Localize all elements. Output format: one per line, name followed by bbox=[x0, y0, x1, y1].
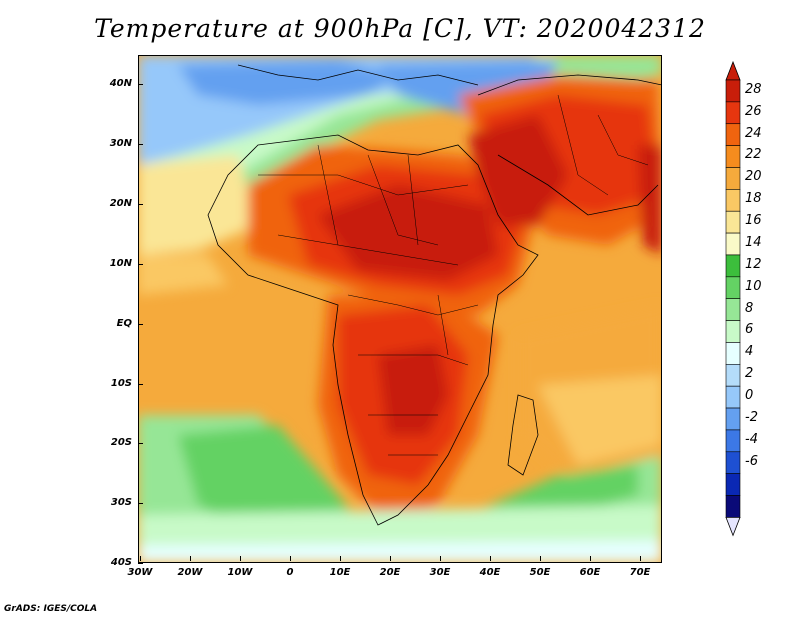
credit-text: GrADS: IGES/COLA bbox=[4, 604, 98, 614]
colorbar-segment bbox=[725, 364, 741, 387]
colorbar-segment bbox=[725, 232, 741, 256]
lat-label: 40N bbox=[109, 78, 132, 89]
lon-label: 20E bbox=[379, 567, 401, 578]
lat-label: EQ bbox=[116, 317, 132, 329]
colorbar-segment bbox=[725, 473, 741, 496]
colorbar-label: 24 bbox=[745, 125, 762, 141]
colorbar-label: 0 bbox=[745, 388, 754, 404]
lon-tick bbox=[490, 556, 491, 561]
lon-label: 70E bbox=[629, 567, 651, 578]
coastlines bbox=[207, 64, 662, 526]
colorbar-segment bbox=[725, 342, 741, 365]
colorbar-segment bbox=[725, 451, 741, 474]
colorbar-segment bbox=[725, 189, 741, 212]
lon-label: 10W bbox=[227, 567, 253, 578]
lon-label: 60E bbox=[579, 567, 601, 578]
lon-label: 20W bbox=[177, 567, 203, 578]
colorbar-label: 16 bbox=[745, 213, 762, 229]
lat-tick bbox=[138, 503, 143, 505]
colorbar-segment bbox=[725, 407, 741, 431]
lat-tick bbox=[138, 383, 143, 385]
lat-tick bbox=[138, 203, 143, 205]
colorbar-graphic bbox=[725, 60, 741, 537]
colorbar-segment bbox=[725, 79, 741, 103]
lon-tick bbox=[640, 556, 641, 561]
lon-tick bbox=[290, 556, 291, 561]
colorbar-segment bbox=[725, 210, 741, 234]
lon-label: 10E bbox=[329, 567, 351, 578]
colorbar-segment bbox=[725, 167, 741, 190]
colorbar-label: 6 bbox=[745, 322, 754, 338]
colorbar-label: 2 bbox=[745, 366, 754, 382]
lon-tick bbox=[240, 556, 241, 561]
colorbar-label: -2 bbox=[745, 409, 758, 425]
lat-label: 20N bbox=[109, 197, 132, 209]
lat-label: 30S bbox=[110, 497, 132, 509]
colorbar-label: 8 bbox=[745, 300, 754, 316]
colorbar-label: 26 bbox=[745, 103, 762, 119]
colorbar-segment bbox=[725, 429, 741, 453]
colorbar-segment bbox=[725, 495, 741, 518]
lon-label: 30E bbox=[429, 567, 451, 578]
colorbar-segment bbox=[725, 320, 741, 343]
lat-tick bbox=[138, 443, 143, 445]
colorbar-segment bbox=[725, 276, 741, 300]
lon-label: 40E bbox=[479, 567, 501, 578]
lat-label: 10N bbox=[109, 257, 132, 269]
map-frame bbox=[138, 55, 662, 563]
lon-tick bbox=[540, 556, 541, 561]
lat-tick bbox=[138, 263, 143, 265]
lat-tick bbox=[138, 84, 143, 85]
colorbar-segment bbox=[725, 101, 741, 125]
lon-label: 0 bbox=[286, 567, 294, 578]
colorbar-label: -6 bbox=[745, 453, 758, 469]
lon-label: 50E bbox=[529, 567, 551, 578]
lat-label: 30N bbox=[109, 137, 132, 149]
colorbar-label: 12 bbox=[745, 256, 762, 272]
lat-tick bbox=[138, 563, 143, 565]
colorbar-segment bbox=[725, 298, 741, 321]
lon-tick bbox=[590, 556, 591, 561]
colorbar-segment bbox=[725, 123, 741, 146]
lat-label: 10S bbox=[110, 377, 132, 389]
chart-title: Temperature at 900hPa [C], VT: 202004231… bbox=[94, 14, 706, 43]
lon-tick bbox=[440, 556, 441, 561]
colorbar-top-cap bbox=[725, 60, 741, 81]
colorbar-label: 4 bbox=[745, 344, 754, 360]
lat-label: 40S bbox=[110, 557, 132, 569]
colorbar-label: -4 bbox=[745, 431, 758, 447]
lon-tick bbox=[140, 556, 141, 561]
lon-tick bbox=[340, 556, 341, 561]
country-borders bbox=[258, 94, 649, 456]
colorbar-label: 28 bbox=[745, 81, 762, 97]
colorbar-label: 18 bbox=[745, 191, 762, 207]
lon-tick bbox=[190, 556, 191, 561]
colorbar-label: 14 bbox=[745, 234, 762, 250]
colorbar-label: 20 bbox=[745, 169, 762, 185]
colorbar-segment bbox=[725, 385, 741, 409]
temperature-map bbox=[138, 55, 662, 563]
lat-label: 20S bbox=[110, 437, 132, 449]
lon-tick bbox=[390, 556, 391, 561]
colorbar-bottom-cap bbox=[725, 516, 741, 537]
lon-label: 30W bbox=[127, 567, 153, 578]
colorbar-label: 10 bbox=[745, 278, 762, 294]
lat-tick bbox=[138, 323, 143, 325]
lat-tick bbox=[138, 143, 143, 145]
colorbar-segment bbox=[725, 145, 741, 168]
colorbar-label: 22 bbox=[745, 147, 762, 163]
colorbar-segment bbox=[725, 254, 741, 278]
